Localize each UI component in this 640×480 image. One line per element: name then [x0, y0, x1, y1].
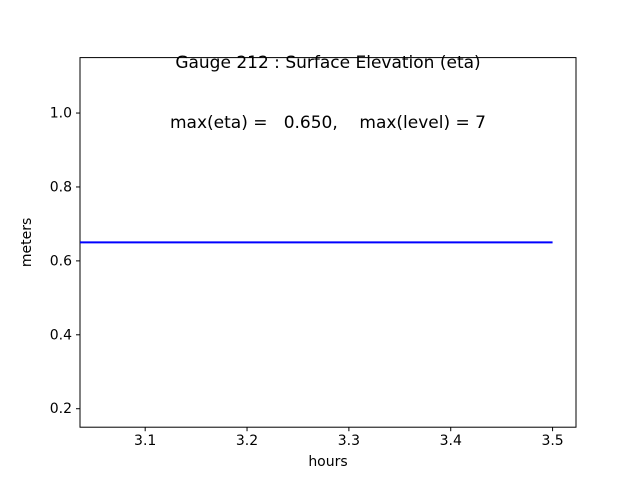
chart-subtitle: max(eta) = 0.650, max(level) = 7	[170, 113, 486, 133]
chart-titles: Gauge 212 : Surface Elevation (eta) max(…	[80, 13, 576, 173]
x-tick-label: 3.4	[440, 433, 462, 449]
x-axis-label: hours	[308, 454, 347, 470]
y-tick-label: 1.0	[50, 106, 72, 122]
chart-title: Gauge 212 : Surface Elevation (eta)	[175, 53, 481, 73]
y-tick-label: 0.4	[50, 327, 72, 343]
x-tick-label: 3.5	[541, 433, 563, 449]
x-tick-label: 3.3	[338, 433, 360, 449]
y-axis-label: meters	[19, 218, 35, 267]
x-tick-label: 3.1	[134, 433, 156, 449]
y-tick-label: 0.2	[50, 401, 72, 417]
y-tick-label: 0.6	[50, 253, 72, 269]
y-tick-label: 0.8	[50, 179, 72, 195]
x-tick-label: 3.2	[236, 433, 258, 449]
